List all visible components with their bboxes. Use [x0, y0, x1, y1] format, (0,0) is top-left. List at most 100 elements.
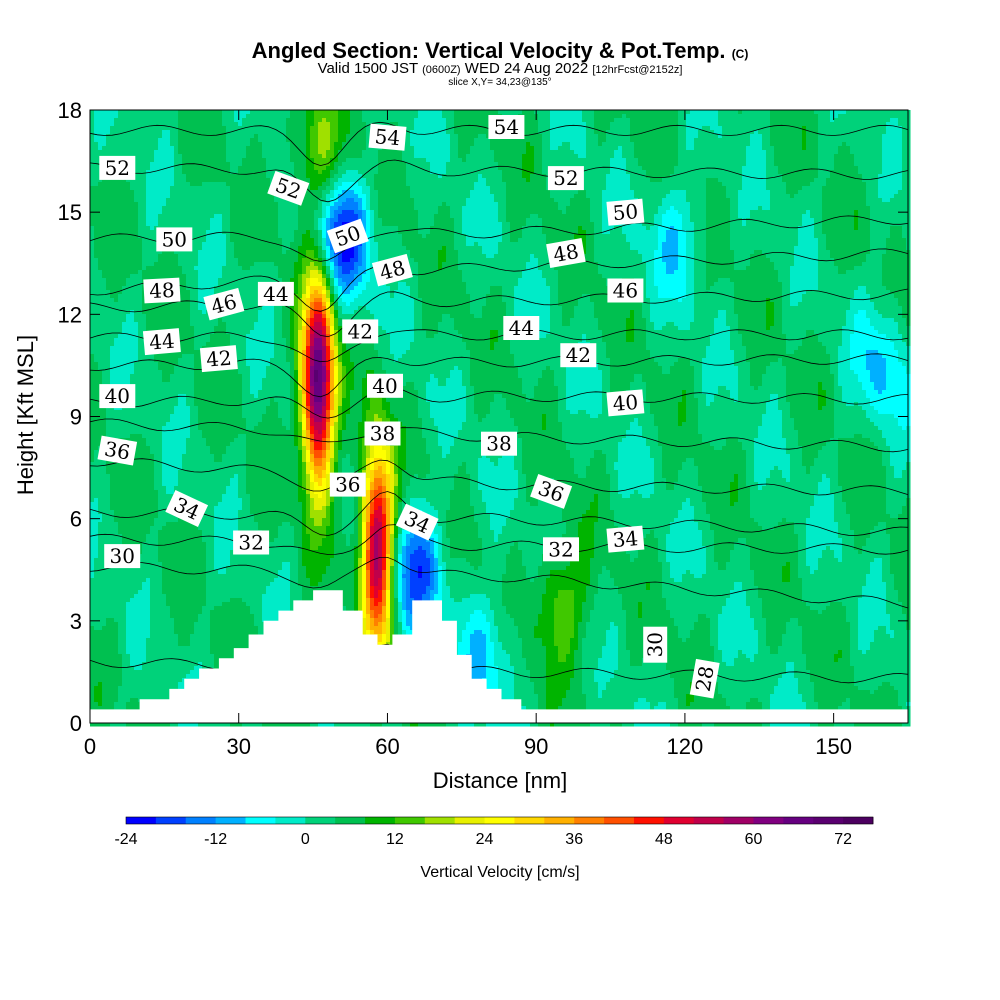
- velocity-cell: [774, 134, 779, 139]
- velocity-cell: [254, 138, 259, 143]
- velocity-cell: [210, 182, 215, 187]
- velocity-cell: [574, 134, 579, 139]
- velocity-cell: [894, 114, 899, 119]
- velocity-cell: [730, 114, 735, 119]
- velocity-cell: [146, 178, 151, 183]
- velocity-cell: [758, 142, 763, 147]
- velocity-cell: [222, 182, 227, 187]
- velocity-cell: [898, 190, 903, 195]
- velocity-cell: [850, 182, 855, 187]
- velocity-cell: [802, 134, 807, 139]
- velocity-cell: [582, 130, 587, 135]
- velocity-cell: [794, 194, 799, 199]
- velocity-cell: [302, 178, 307, 183]
- velocity-cell: [106, 134, 111, 139]
- velocity-cell: [734, 174, 739, 179]
- velocity-cell: [302, 130, 307, 135]
- velocity-cell: [418, 130, 423, 135]
- velocity-cell: [830, 150, 835, 155]
- velocity-cell: [778, 186, 783, 191]
- velocity-cell: [242, 170, 247, 175]
- velocity-cell: [602, 182, 607, 187]
- velocity-cell: [254, 178, 259, 183]
- velocity-cell: [198, 134, 203, 139]
- velocity-cell: [426, 186, 431, 191]
- velocity-cell: [122, 118, 127, 123]
- velocity-cell: [542, 130, 547, 135]
- velocity-cell: [734, 118, 739, 123]
- velocity-cell: [302, 150, 307, 155]
- velocity-cell: [342, 198, 347, 203]
- velocity-cell: [798, 130, 803, 135]
- velocity-cell: [382, 198, 387, 203]
- velocity-cell: [870, 174, 875, 179]
- velocity-cell: [258, 138, 263, 143]
- velocity-cell: [98, 122, 103, 127]
- velocity-cell: [898, 130, 903, 135]
- velocity-cell: [158, 170, 163, 175]
- velocity-cell: [818, 182, 823, 187]
- velocity-cell: [274, 146, 279, 151]
- velocity-cell: [806, 178, 811, 183]
- velocity-cell: [706, 202, 711, 207]
- velocity-cell: [310, 146, 315, 151]
- velocity-cell: [298, 114, 303, 119]
- velocity-cell: [506, 154, 511, 159]
- velocity-cell: [498, 182, 503, 187]
- velocity-cell: [442, 126, 447, 131]
- velocity-cell: [790, 110, 795, 115]
- velocity-cell: [650, 198, 655, 203]
- velocity-cell: [326, 198, 331, 203]
- velocity-cell: [886, 134, 891, 139]
- velocity-cell: [834, 194, 839, 199]
- velocity-cell: [146, 190, 151, 195]
- velocity-cell: [766, 142, 771, 147]
- velocity-cell: [414, 122, 419, 127]
- velocity-cell: [210, 190, 215, 195]
- velocity-cell: [510, 166, 515, 171]
- velocity-cell: [634, 130, 639, 135]
- velocity-cell: [358, 158, 363, 163]
- velocity-cell: [266, 146, 271, 151]
- velocity-cell: [774, 162, 779, 167]
- velocity-cell: [294, 206, 299, 211]
- velocity-cell: [290, 202, 295, 207]
- velocity-cell: [682, 174, 687, 179]
- velocity-cell: [554, 198, 559, 203]
- velocity-cell: [686, 174, 691, 179]
- velocity-cell: [310, 158, 315, 163]
- velocity-cell: [670, 118, 675, 123]
- velocity-cell: [614, 170, 619, 175]
- velocity-cell: [590, 158, 595, 163]
- velocity-cell: [818, 174, 823, 179]
- velocity-cell: [446, 190, 451, 195]
- velocity-cell: [774, 114, 779, 119]
- velocity-cell: [722, 126, 727, 131]
- velocity-cell: [454, 178, 459, 183]
- velocity-cell: [574, 110, 579, 115]
- velocity-cell: [458, 146, 463, 151]
- velocity-cell: [902, 194, 907, 199]
- velocity-cell: [826, 198, 831, 203]
- velocity-cell: [578, 150, 583, 155]
- velocity-cell: [254, 194, 259, 199]
- velocity-cell: [326, 114, 331, 119]
- velocity-cell: [818, 202, 823, 207]
- velocity-cell: [354, 206, 359, 211]
- velocity-cell: [854, 170, 859, 175]
- velocity-cell: [114, 126, 119, 131]
- velocity-cell: [610, 158, 615, 163]
- velocity-cell: [410, 146, 415, 151]
- velocity-cell: [750, 130, 755, 135]
- velocity-cell: [814, 182, 819, 187]
- velocity-cell: [130, 110, 135, 115]
- velocity-cell: [90, 142, 95, 147]
- velocity-cell: [894, 174, 899, 179]
- velocity-cell: [118, 122, 123, 127]
- velocity-cell: [638, 122, 643, 127]
- velocity-cell: [322, 118, 327, 123]
- velocity-cell: [358, 170, 363, 175]
- velocity-cell: [826, 166, 831, 171]
- velocity-cell: [106, 114, 111, 119]
- velocity-cell: [322, 138, 327, 143]
